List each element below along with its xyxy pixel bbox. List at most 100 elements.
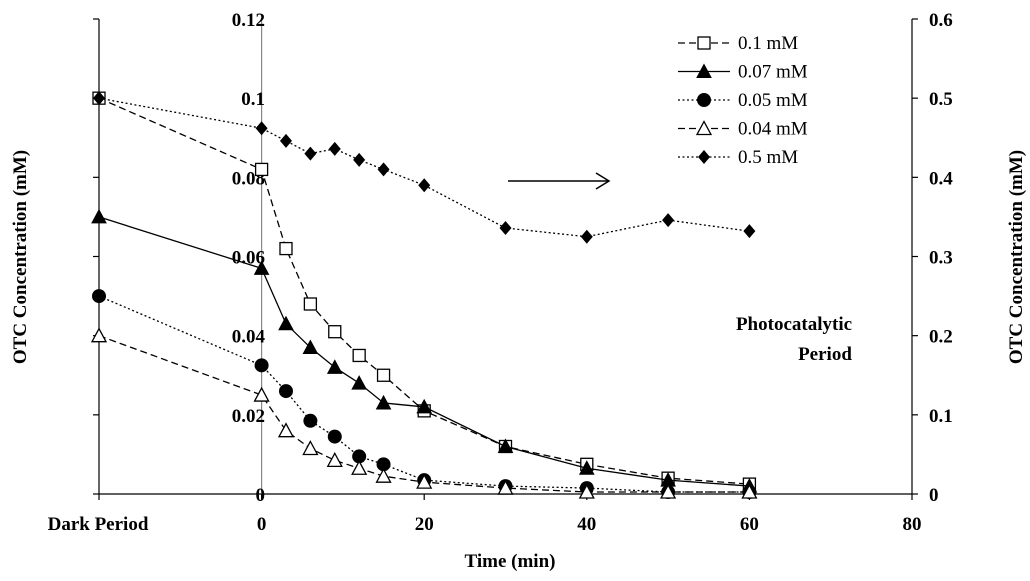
series-line	[98, 216, 750, 487]
data-point	[375, 467, 392, 483]
series-line	[98, 97, 750, 485]
data-point	[376, 368, 391, 382]
data-point	[353, 152, 366, 167]
data-point	[377, 162, 390, 177]
data-point	[741, 483, 758, 499]
legend-label: 0.04 mM	[738, 119, 808, 140]
data-point	[302, 339, 319, 355]
right-arrow-icon	[508, 172, 611, 190]
y-left-tick-label: 0.02	[232, 406, 265, 427]
legend-marker	[698, 150, 710, 164]
y-left-tick-label: 0.04	[232, 327, 266, 348]
legend-entry: 0.5 mM	[678, 147, 798, 168]
x-tick-label: 20	[415, 514, 434, 535]
data-point	[304, 146, 317, 161]
legend-label: 0.05 mM	[738, 90, 808, 111]
legend-entry: 0.05 mM	[678, 90, 808, 111]
data-point	[743, 224, 756, 239]
data-point	[255, 121, 268, 136]
data-point	[375, 394, 392, 410]
data-point	[497, 479, 514, 495]
data-point	[328, 325, 342, 339]
series-line	[98, 97, 750, 238]
data-point	[578, 483, 595, 499]
y-left-axis-title: OTC Concentration (mM)	[10, 150, 31, 364]
legend-entry: 0.1 mM	[678, 33, 798, 54]
data-point	[302, 440, 319, 456]
y-left-tick-label: 0	[256, 485, 266, 506]
data-point	[253, 260, 270, 275]
y-left-tick-label: 0.12	[232, 10, 265, 31]
y-right-tick-label: 0.1	[929, 406, 953, 427]
series-line	[98, 335, 750, 493]
data-point	[351, 459, 368, 475]
legend-marker	[696, 63, 712, 78]
data-point	[499, 221, 512, 235]
x-tick-label: 80	[903, 514, 922, 535]
data-point	[326, 359, 343, 374]
data-point	[662, 213, 675, 228]
data-point	[578, 460, 595, 475]
y-right-tick-label: 0	[929, 485, 939, 506]
annotation-photocatalytic: Photocatalytic	[736, 314, 852, 335]
data-point	[253, 386, 270, 402]
y-right-tick-label: 0.4	[929, 168, 953, 189]
data-point	[278, 315, 294, 331]
x-axis-title: Time (min)	[465, 551, 556, 572]
legend-label: 0.5 mM	[738, 147, 798, 168]
series-0	[92, 91, 757, 491]
data-point	[303, 413, 318, 428]
data-point	[278, 384, 293, 399]
series-line	[98, 295, 750, 493]
series-4	[93, 91, 756, 244]
x-tick-label: 60	[740, 514, 759, 535]
data-point	[416, 398, 433, 414]
legend-marker	[695, 120, 713, 136]
y-right-tick-label: 0.2	[929, 327, 953, 348]
y-right-tick-label: 0.6	[929, 10, 953, 31]
data-point	[418, 178, 431, 193]
legend-label: 0.1 mM	[738, 33, 798, 54]
legend-entry: 0.04 mM	[678, 119, 808, 140]
data-point	[91, 208, 107, 224]
legend: 0.1 mM 0.07 mM 0.05 mM 0.04 mM 0.5 mM	[678, 33, 808, 168]
data-point	[254, 358, 269, 373]
annotation-period: Period	[798, 344, 852, 365]
data-point	[327, 429, 342, 444]
data-point	[277, 422, 295, 438]
legend-marker	[697, 36, 711, 50]
data-point	[328, 141, 341, 156]
data-point	[660, 483, 677, 499]
y-left-tick-label: 0.06	[232, 248, 265, 269]
data-point	[279, 241, 293, 256]
data-point	[92, 289, 106, 304]
data-point	[326, 451, 343, 468]
y-right-tick-label: 0.3	[929, 248, 953, 269]
data-point	[279, 133, 292, 148]
data-point	[497, 438, 514, 453]
y-right-tick-label: 0.5	[929, 89, 953, 110]
series-layer	[90, 91, 758, 500]
series-1	[91, 208, 758, 493]
data-point	[90, 327, 108, 343]
data-point	[352, 348, 366, 363]
data-point	[303, 297, 318, 311]
data-point	[352, 449, 367, 464]
plot-frame: 00.020.040.060.080.10.1200.10.20.30.40.5…	[93, 10, 953, 535]
x-tick-label: 40	[577, 514, 596, 535]
series-2	[92, 289, 757, 500]
data-point	[580, 229, 593, 244]
y-right-axis-title: OTC Concentration (mM)	[1006, 150, 1027, 364]
series-3	[90, 327, 758, 499]
data-point	[416, 473, 433, 489]
data-point	[93, 91, 105, 106]
data-point	[254, 162, 269, 177]
legend-label: 0.07 mM	[738, 62, 808, 83]
legend-entry: 0.07 mM	[678, 62, 808, 83]
dark-period-label: Dark Period	[48, 514, 149, 535]
data-point	[376, 457, 391, 472]
data-point	[351, 375, 367, 390]
y-left-tick-label: 0.1	[241, 89, 265, 110]
legend-marker	[697, 93, 711, 107]
